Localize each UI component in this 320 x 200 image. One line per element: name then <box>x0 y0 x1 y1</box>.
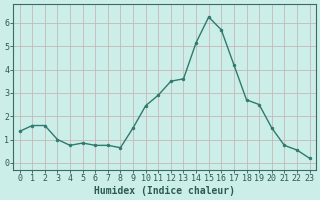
X-axis label: Humidex (Indice chaleur): Humidex (Indice chaleur) <box>94 186 235 196</box>
